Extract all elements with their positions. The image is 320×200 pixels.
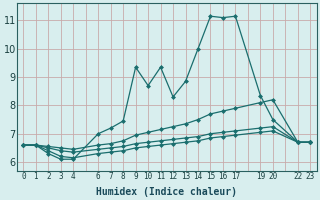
X-axis label: Humidex (Indice chaleur): Humidex (Indice chaleur) [96,186,237,197]
